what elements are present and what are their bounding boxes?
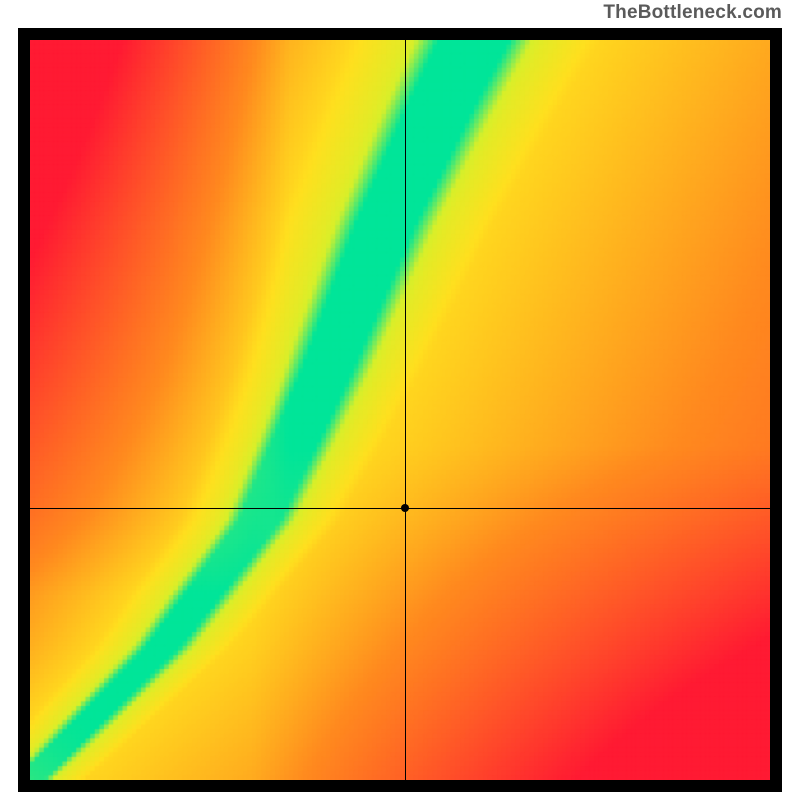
crosshair-marker (401, 504, 409, 512)
crosshair-horizontal (30, 508, 770, 509)
crosshair-vertical (405, 40, 406, 780)
heatmap-canvas (30, 40, 770, 780)
heatmap-plot (30, 40, 770, 780)
chart-frame (18, 28, 782, 792)
watermark-label: TheBottleneck.com (603, 2, 782, 24)
